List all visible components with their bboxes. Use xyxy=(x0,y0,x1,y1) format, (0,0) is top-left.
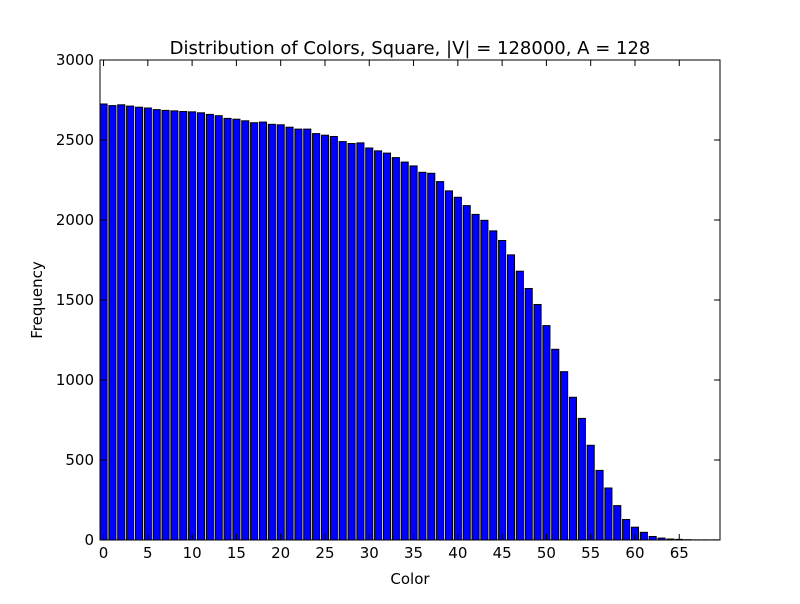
x-tick-label: 50 xyxy=(537,544,556,562)
bar xyxy=(277,125,284,540)
bar xyxy=(437,182,444,540)
bar xyxy=(534,304,541,540)
bar xyxy=(401,162,408,540)
x-tick-label: 10 xyxy=(183,544,202,562)
x-tick-label: 25 xyxy=(315,544,334,562)
bar xyxy=(481,220,488,540)
x-tick-label: 0 xyxy=(99,544,109,562)
x-tick-label: 45 xyxy=(493,544,512,562)
bar xyxy=(189,112,196,540)
bar xyxy=(171,111,178,540)
bar xyxy=(153,110,160,540)
bar xyxy=(100,104,107,540)
bar xyxy=(578,418,585,540)
bar xyxy=(410,166,417,540)
y-tick-label: 500 xyxy=(65,451,94,469)
bar xyxy=(596,470,603,540)
chart-title: Distribution of Colors, Square, |V| = 12… xyxy=(170,38,651,59)
bar xyxy=(251,123,258,540)
bar xyxy=(357,143,364,540)
bar xyxy=(392,158,399,540)
bar xyxy=(490,231,497,540)
bar xyxy=(640,532,647,540)
bar xyxy=(445,191,452,540)
bar xyxy=(109,106,116,540)
bar xyxy=(614,506,621,540)
bar xyxy=(499,240,506,540)
bar xyxy=(463,206,470,540)
bar xyxy=(162,110,169,540)
x-tick-label: 65 xyxy=(670,544,689,562)
bar xyxy=(215,116,222,540)
bar xyxy=(339,142,346,540)
x-tick-label: 35 xyxy=(404,544,423,562)
x-tick-label: 15 xyxy=(227,544,246,562)
bar xyxy=(552,349,559,540)
x-tick-label: 20 xyxy=(271,544,290,562)
x-tick-label: 40 xyxy=(448,544,467,562)
bar xyxy=(587,445,594,540)
bar xyxy=(525,288,532,540)
bar xyxy=(419,172,426,540)
y-tick-label: 2000 xyxy=(56,211,94,229)
bar xyxy=(295,129,302,540)
bar xyxy=(428,173,435,540)
bar xyxy=(127,106,134,540)
bar xyxy=(313,134,320,540)
bar xyxy=(507,255,514,540)
y-axis-label: Frequency xyxy=(28,261,46,339)
bar xyxy=(561,372,568,540)
x-tick-label: 55 xyxy=(581,544,600,562)
x-tick-label: 5 xyxy=(143,544,153,562)
bar xyxy=(569,397,576,540)
bar xyxy=(330,136,337,540)
y-tick-label: 1000 xyxy=(56,371,94,389)
x-axis-label: Color xyxy=(390,570,430,588)
bars-layer xyxy=(100,104,718,540)
bar xyxy=(348,144,355,540)
bar xyxy=(516,271,523,540)
bar xyxy=(197,113,204,540)
y-tick-label: 1500 xyxy=(56,291,94,309)
bar xyxy=(623,520,630,540)
bar xyxy=(383,153,390,540)
bar xyxy=(224,118,231,540)
bar xyxy=(242,121,249,540)
bar xyxy=(304,129,311,540)
bar xyxy=(118,105,125,540)
bar xyxy=(233,119,240,540)
y-tick-label: 3000 xyxy=(56,51,94,69)
x-tick-label: 60 xyxy=(625,544,644,562)
bar xyxy=(180,112,187,540)
y-tick-label: 2500 xyxy=(56,131,94,149)
bar xyxy=(286,127,293,540)
bar xyxy=(454,197,461,540)
bar xyxy=(268,124,275,540)
bar xyxy=(543,326,550,540)
bar xyxy=(649,536,656,540)
x-tick-label: 30 xyxy=(360,544,379,562)
bar xyxy=(366,148,373,540)
y-tick-label: 0 xyxy=(84,531,94,549)
bar xyxy=(135,107,142,540)
bar xyxy=(375,151,382,540)
bar xyxy=(472,214,479,540)
bar xyxy=(605,488,612,540)
bar xyxy=(206,114,213,540)
bar xyxy=(144,108,151,540)
bar xyxy=(321,135,328,540)
bar xyxy=(259,122,266,540)
